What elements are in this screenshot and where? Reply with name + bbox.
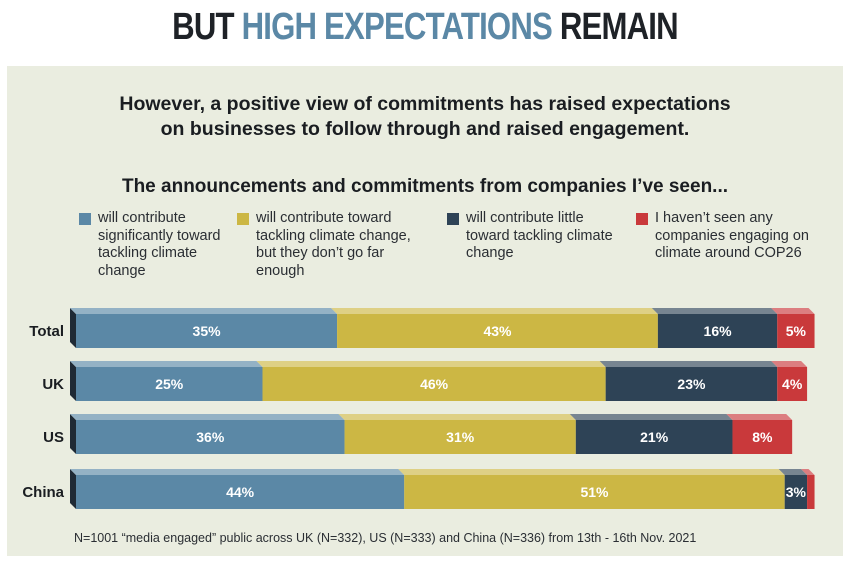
bar-segment bbox=[76, 367, 263, 401]
bar-segment bbox=[262, 367, 606, 401]
bar-segment-top bbox=[599, 361, 778, 367]
bar-segment bbox=[784, 475, 808, 509]
bar-side-edge bbox=[70, 361, 76, 401]
segment-value-label: 3% bbox=[786, 484, 807, 500]
row-label: UK bbox=[42, 376, 64, 393]
segment-value-label: 51% bbox=[580, 484, 609, 500]
bar-segment-top bbox=[256, 361, 606, 367]
bar-segment bbox=[807, 475, 815, 509]
bar-row-uk: UK 25% 46% 23% 4% bbox=[42, 361, 808, 401]
bar-segment-top bbox=[70, 361, 263, 367]
bar-segment bbox=[76, 475, 405, 509]
survey-question: The announcements and commitments from c… bbox=[121, 176, 729, 197]
legend-swatch bbox=[237, 213, 249, 225]
subtitle: However, a positive view of commitments … bbox=[40, 92, 810, 142]
page-title: BUT HIGH EXPECTATIONS REMAIN bbox=[77, 6, 774, 49]
segment-value-label: 35% bbox=[193, 323, 222, 339]
segment-value-label: 23% bbox=[677, 376, 706, 392]
bar-segment-top bbox=[70, 308, 338, 314]
title-part1: BUT bbox=[172, 6, 234, 48]
bar-row-total: Total 35% 43% 16% 5% bbox=[29, 308, 815, 348]
segment-value-label: 21% bbox=[640, 429, 669, 445]
bar-segment-top bbox=[569, 414, 733, 420]
row-label: China bbox=[22, 484, 64, 501]
bar-segment bbox=[344, 420, 576, 454]
legend-swatch bbox=[79, 213, 91, 225]
segment-value-label: 31% bbox=[446, 429, 475, 445]
legend-swatch bbox=[636, 213, 648, 225]
bar-segment bbox=[657, 314, 778, 348]
bar-segment-top bbox=[331, 308, 658, 314]
bar-segment-top bbox=[771, 361, 808, 367]
footnote: N=1001 “media engaged” public across UK … bbox=[74, 531, 697, 545]
segment-value-label: 36% bbox=[196, 429, 225, 445]
segment-value-label: 25% bbox=[155, 376, 184, 392]
title-highlight: HIGH EXPECTATIONS bbox=[241, 6, 553, 48]
legend-label: will contribute significantly toward tac… bbox=[98, 210, 221, 279]
bar-segment bbox=[76, 314, 338, 348]
bar-segment bbox=[605, 367, 778, 401]
bar-row-china: China 44% 51% 3% bbox=[22, 469, 815, 509]
segment-value-label: 4% bbox=[782, 376, 803, 392]
legend-label: I haven’t seen any companies engaging on… bbox=[655, 210, 809, 261]
bar-segment bbox=[337, 314, 658, 348]
segment-value-label: 5% bbox=[786, 323, 807, 339]
bar-segment-top bbox=[651, 308, 778, 314]
bar-side-edge bbox=[70, 414, 76, 454]
row-label: Total bbox=[29, 323, 64, 340]
bar-row-us: US 36% 31% 21% 8% bbox=[43, 414, 793, 454]
segment-value-label: 44% bbox=[226, 484, 255, 500]
legend-label: will contribute little toward tackling c… bbox=[466, 210, 613, 261]
bar-segment-top bbox=[70, 414, 345, 420]
bar-side-edge bbox=[70, 308, 76, 348]
segment-value-label: 46% bbox=[420, 376, 449, 392]
bar-segment-top bbox=[778, 469, 808, 475]
bar-segment-top bbox=[338, 414, 576, 420]
bar-segment bbox=[732, 420, 793, 454]
bar-segment bbox=[777, 314, 815, 348]
bar-segment-top bbox=[726, 414, 793, 420]
bar-segment-top bbox=[70, 469, 405, 475]
segment-value-label: 16% bbox=[704, 323, 733, 339]
bar-segment-top bbox=[771, 308, 815, 314]
row-label: US bbox=[43, 429, 64, 446]
subtitle-line1: However, a positive view of commitments … bbox=[119, 93, 731, 115]
bar-segment bbox=[404, 475, 785, 509]
bar-segment bbox=[575, 420, 733, 454]
bar-segment-top bbox=[801, 469, 815, 475]
segment-value-label: 8% bbox=[752, 429, 773, 445]
legend-label: will contribute toward tackling climate … bbox=[256, 210, 411, 279]
legend-swatch bbox=[447, 213, 459, 225]
bar-segment-top bbox=[398, 469, 785, 475]
bar-side-edge bbox=[70, 469, 76, 509]
segment-value-label: 43% bbox=[483, 323, 512, 339]
bar-segment bbox=[76, 420, 345, 454]
bar-segment bbox=[777, 367, 808, 401]
subtitle-line2: on businesses to follow through and rais… bbox=[160, 118, 690, 140]
title-part2: REMAIN bbox=[559, 6, 679, 48]
